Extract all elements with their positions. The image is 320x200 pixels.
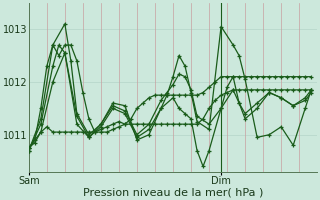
X-axis label: Pression niveau de la mer( hPa ): Pression niveau de la mer( hPa ): [83, 187, 263, 197]
